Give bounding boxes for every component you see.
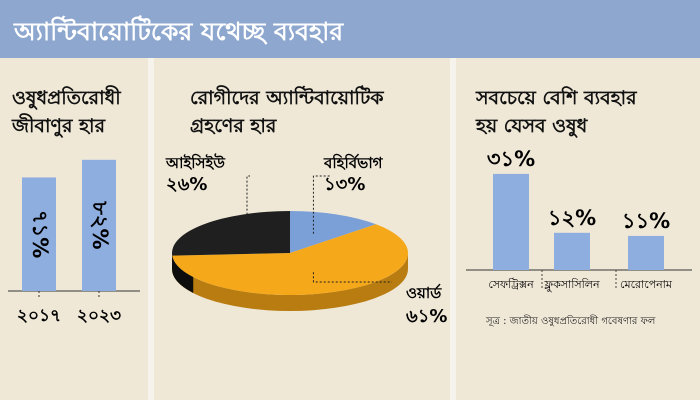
pie-slice [172,211,290,256]
slice-value-label: ২৬% [166,174,207,195]
resistance-bar-chart: ৭১% ২০১৭ ৮২% ২০২৩ [8,159,140,326]
intake-pie-chart: বহির্বিভাগ ১৩% ওয়ার্ড ৬১% আইসিইউ ২৬% [165,153,447,327]
chart-title-line-1: রোগীদের অ্যান্টিবায়োটিক [190,87,384,109]
bar-value-label: ১২% [548,206,596,230]
slice-label: বহির্বিভাগ [323,153,384,172]
chart-title: সবচেয়ে বেশি ব্যবহার হয় যেসব ওষুধ [476,84,637,140]
resistance-rate-panel: ওষুধপ্রতিরোধী জীবাণুর হার ৭১% ২০১৭ ৮২% ২০২৩ [0,58,148,400]
chart-title: রোগীদের অ্যান্টিবায়োটিক গ্রহণের হার [190,84,384,140]
patient-intake-panel: রোগীদের অ্যান্টিবায়োটিক গ্রহণের হার বহি… [154,58,450,400]
bar [22,177,56,291]
pie-slice [290,211,377,253]
bar-value-label: ৩১% [487,147,535,171]
bar-value-label: ৮২% [88,200,112,249]
slice-value-label: ১৩% [324,174,365,195]
chart-title-line-2: গ্রহণের হার [190,115,277,137]
category-label: ২০২৩ [77,306,121,326]
leader-line [312,272,392,283]
bar [628,235,664,270]
bar-value-label: ৭১% [28,210,52,258]
chart-title-line-1: ওষুধপ্রতিরোধী [12,87,121,109]
category-label: মেরোপেনাম [620,278,673,291]
pie-side [172,253,408,311]
bar [493,173,529,270]
bar [554,232,590,270]
drug-bar-chart: ৩১% সেফট্রিক্সন ১২% ফ্লুকসাসিলিন ১১% মেরোপেনা… [466,147,692,292]
bar [82,159,116,291]
chart-title-line-2: হয় যেসব ওষুধ [476,115,588,137]
leader-line [312,175,330,234]
slice-value-label: ৬১% [406,306,447,327]
most-used-panel: সবচেয়ে বেশি ব্যবহার হয় যেসব ওষুধ ৩১% সে… [456,58,700,400]
bar-value-label: ১১% [622,209,670,233]
chart-title: ওষুধপ্রতিরোধী জীবাণুর হার [12,84,121,140]
pie-side-dark [172,253,194,293]
page-title: অ্যান্টিবায়োটিকের যথেচ্ছ ব্যবহার [14,17,344,46]
chart-title-line-2: জীবাণুর হার [12,115,106,137]
slice-label: ওয়ার্ড [406,283,442,302]
slice-label: আইসিইউ [165,153,226,172]
pie-slice [172,224,408,295]
source-note: সূত্র : জাতীয় ওষুধপ্রতিরোধী গবেষণার ফল [486,316,656,327]
chart-title-line-1: সবচেয়ে বেশি ব্যবহার [476,87,637,109]
header-banner: অ্যান্টিবায়োটিকের যথেচ্ছ ব্যবহার [0,0,700,58]
category-label: সেফট্রিক্সন [488,278,534,291]
leader-line [246,175,250,239]
category-label: ফ্লুকসাসিলিন [543,278,600,292]
category-label: ২০১৭ [17,306,61,326]
